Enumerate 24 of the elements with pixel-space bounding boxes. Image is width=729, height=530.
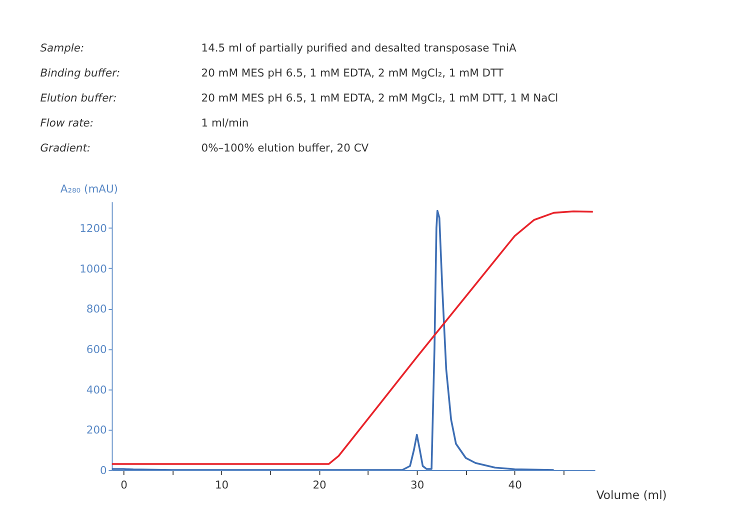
text: Sample:	[40, 41, 84, 54]
x-tick-label: 10	[214, 478, 229, 492]
y-tick-label: 1200	[80, 222, 108, 235]
y-tick-label: 600	[86, 343, 108, 356]
y-tick-label: 0	[100, 464, 108, 478]
x-axis-title: Volume (ml)	[596, 488, 667, 502]
x-tick-label: 0	[120, 478, 128, 492]
y-tick-label: 400	[86, 383, 108, 396]
text: 20 mM MES pH 6.5, 1 mM EDTA, 2 mM MgCl₂, 1 mM DTT	[201, 66, 504, 80]
text: 1 ml/min	[201, 116, 249, 130]
y-axis-title: A₂₈₀ (mAU)	[60, 182, 118, 196]
text: Flow rate:	[40, 116, 94, 130]
y-tick-label: 200	[86, 424, 108, 437]
y-tick-label: 800	[86, 302, 108, 316]
x-tick-label: 30	[410, 478, 424, 492]
x-tick-label: 40	[508, 478, 522, 492]
text: Gradient:	[40, 142, 91, 155]
x-tick-label: 20	[312, 478, 327, 492]
text: Elution buffer:	[40, 92, 117, 105]
text: 14.5 ml of partially purified and desalted transposase TniA	[201, 41, 517, 54]
text: Binding buffer:	[40, 66, 120, 80]
text: 0%–100% elution buffer, 20 CV	[201, 142, 370, 155]
y-tick-label: 1000	[80, 262, 108, 276]
text: 20 mM MES pH 6.5, 1 mM EDTA, 2 mM MgCl₂, 1 mM DTT, 1 M NaCl	[201, 92, 558, 105]
